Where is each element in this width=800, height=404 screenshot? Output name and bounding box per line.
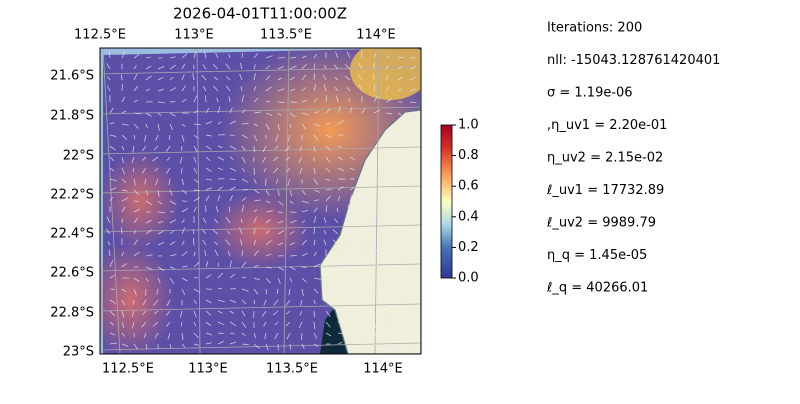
arrow	[350, 333, 354, 334]
lat-label: 22.2°S	[50, 188, 94, 203]
arrow	[254, 168, 255, 175]
arrow	[278, 102, 285, 103]
info-line: ℓ_uv2 = 9989.79	[546, 216, 656, 231]
lon-label-bottom: 113.5°E	[266, 362, 318, 377]
info-line: σ = 1.19e-06	[547, 86, 633, 101]
lat-label: 22.8°S	[50, 306, 94, 321]
arrow	[134, 201, 138, 202]
arrow	[145, 289, 146, 296]
title: 2026-04-01T11:00:00Z	[173, 5, 347, 23]
lat-label: 23°S	[63, 345, 94, 360]
colorbar-tick-label: 0.0	[458, 271, 479, 286]
info-line: η_uv2 = 2.15e-02	[547, 151, 663, 166]
arrow	[242, 250, 243, 256]
lat-label: 22.4°S	[50, 227, 94, 242]
lat-label: 22.6°S	[50, 266, 94, 281]
arrow	[314, 73, 315, 80]
lat-label: 21.8°S	[50, 109, 94, 124]
lat-label: 22°S	[63, 149, 94, 164]
lon-label-top: 113°E	[174, 28, 214, 43]
colorbar-tick-label: 0.6	[458, 179, 479, 194]
arrow	[266, 289, 267, 294]
lon-label-bottom: 114°E	[363, 362, 403, 377]
lat-label: 21.6°S	[50, 69, 94, 84]
field-mid	[210, 190, 310, 270]
info-line: ℓ_uv1 = 17732.89	[546, 183, 664, 198]
arrow	[242, 53, 243, 58]
lon-label-bottom: 113°E	[188, 362, 228, 377]
colorbar	[441, 125, 452, 278]
map	[85, 40, 440, 360]
info-line: ,η_uv1 = 2.20e-01	[547, 118, 667, 133]
arrow	[290, 57, 296, 58]
arrow	[242, 123, 248, 124]
lon-label-top: 114°E	[356, 28, 396, 43]
info-line: nll: -15043.128761420401	[547, 53, 720, 68]
field-mid	[100, 150, 180, 250]
lon-label-top: 112.5°E	[74, 28, 126, 43]
arrow	[373, 227, 374, 234]
colorbar-tick-label: 1.0	[458, 118, 479, 133]
arrow	[314, 227, 315, 234]
arrow	[218, 333, 224, 334]
colorbar-tick-label: 0.2	[458, 240, 479, 255]
field-mid	[85, 240, 175, 360]
colorbar-tick-label: 0.8	[458, 148, 479, 163]
lon-label-bottom: 112.5°E	[102, 362, 154, 377]
arrow	[205, 95, 206, 102]
info-line: η_q = 1.45e-05	[547, 248, 647, 263]
info-line: ℓ_q = 40266.01	[546, 281, 648, 296]
info-line: Iterations: 200	[547, 21, 642, 36]
colorbar-tick-label: 0.4	[458, 209, 479, 224]
arrow	[254, 146, 255, 152]
lon-label-top: 113.5°E	[260, 28, 312, 43]
